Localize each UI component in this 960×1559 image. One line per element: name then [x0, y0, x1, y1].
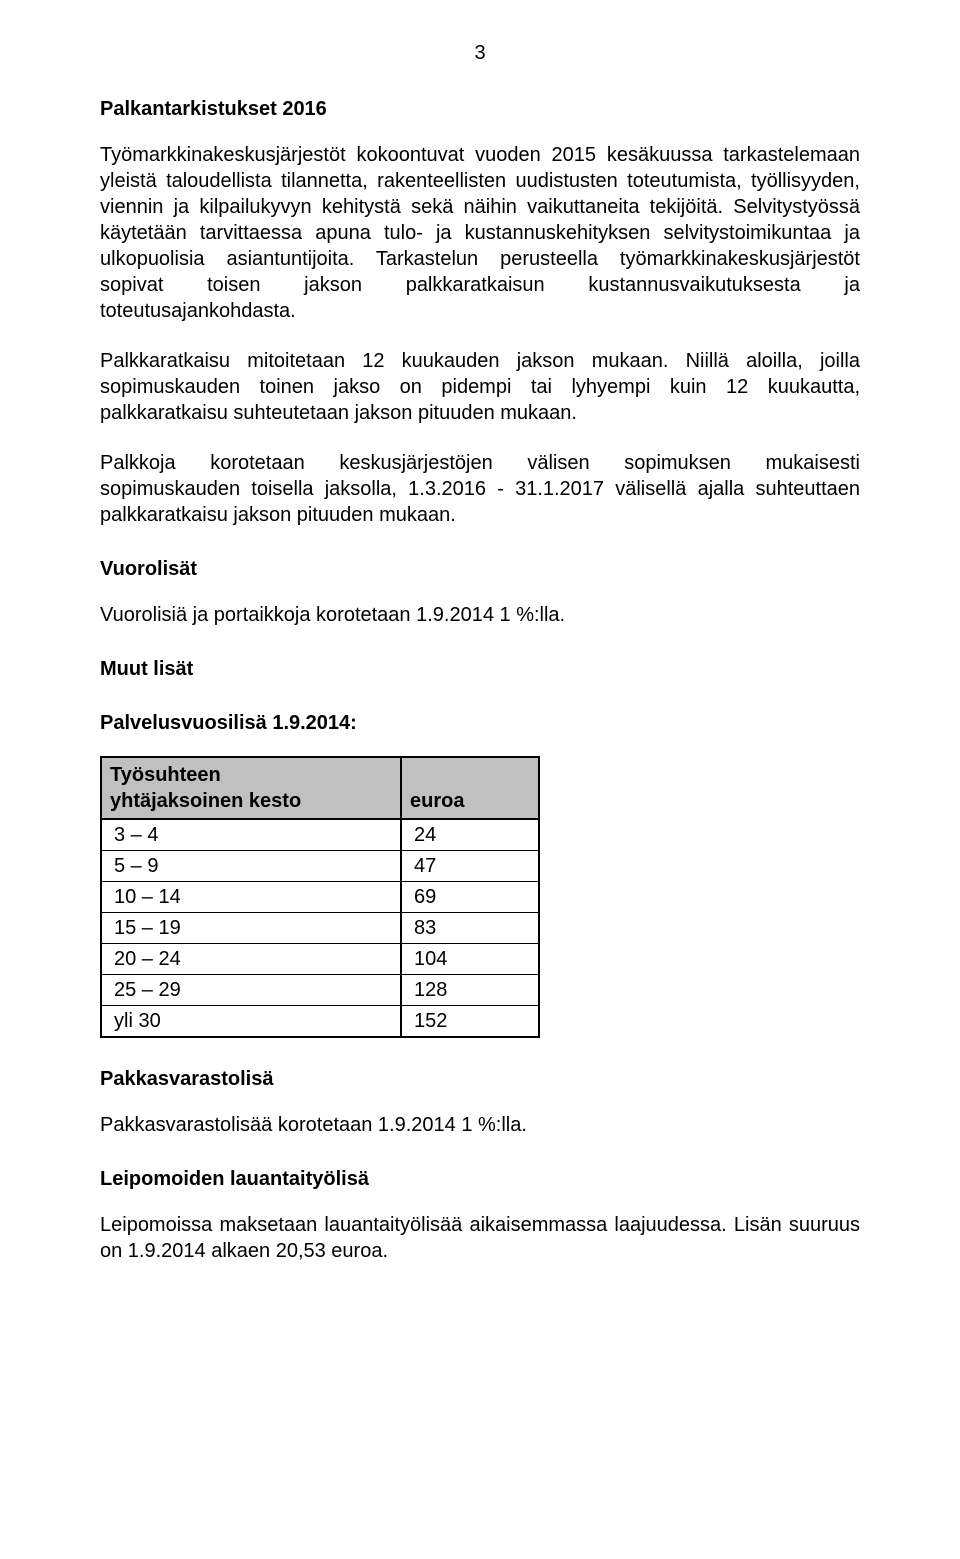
- table-row: 10 – 14 69: [101, 882, 539, 913]
- table-cell-value: 47: [401, 851, 539, 882]
- table-cell-value: 24: [401, 819, 539, 851]
- heading-muut-lisat: Muut lisät: [100, 656, 860, 682]
- table-row: 25 – 29 128: [101, 975, 539, 1006]
- table-cell-value: 128: [401, 975, 539, 1006]
- table-header-kesto: Työsuhteen yhtäjaksoinen kesto: [101, 757, 401, 819]
- heading-palkantarkistukset: Palkantarkistukset 2016: [100, 96, 860, 122]
- table-row: 3 – 4 24: [101, 819, 539, 851]
- table-cell-range: 25 – 29: [101, 975, 401, 1006]
- table-cell-range: 3 – 4: [101, 819, 401, 851]
- table-cell-range: yli 30: [101, 1006, 401, 1038]
- table-row: 5 – 9 47: [101, 851, 539, 882]
- table-cell-value: 83: [401, 913, 539, 944]
- table-header-euroa: euroa: [401, 757, 539, 819]
- page-number: 3: [100, 40, 860, 66]
- table-header-kesto-line1: Työsuhteen: [110, 764, 221, 786]
- heading-palvelusvuosilisa: Palvelusvuosilisä 1.9.2014:: [100, 710, 860, 736]
- table-cell-range: 15 – 19: [101, 913, 401, 944]
- page-container: 3 Palkantarkistukset 2016 Työmarkkinakes…: [0, 0, 960, 1348]
- salary-table: Työsuhteen yhtäjaksoinen kesto euroa 3 –…: [100, 756, 540, 1038]
- table-cell-value: 69: [401, 882, 539, 913]
- table-cell-value: 152: [401, 1006, 539, 1038]
- table-header-kesto-line2: yhtäjaksoinen kesto: [110, 790, 301, 812]
- paragraph-5: Pakkasvarastolisää korotetaan 1.9.2014 1…: [100, 1112, 860, 1138]
- paragraph-1: Työmarkkinakeskusjärjestöt kokoontuvat v…: [100, 142, 860, 324]
- heading-leipomoiden: Leipomoiden lauantaityölisä: [100, 1166, 860, 1192]
- table-cell-value: 104: [401, 944, 539, 975]
- table-cell-range: 5 – 9: [101, 851, 401, 882]
- paragraph-3: Palkkoja korotetaan keskusjärjestöjen vä…: [100, 450, 860, 528]
- paragraph-6: Leipomoissa maksetaan lauantaityölisää a…: [100, 1212, 860, 1264]
- table-row: 20 – 24 104: [101, 944, 539, 975]
- heading-pakkasvarastolisa: Pakkasvarastolisä: [100, 1066, 860, 1092]
- heading-vuorolisat: Vuorolisät: [100, 556, 860, 582]
- table-row: yli 30 152: [101, 1006, 539, 1038]
- table-row: 15 – 19 83: [101, 913, 539, 944]
- table-cell-range: 20 – 24: [101, 944, 401, 975]
- paragraph-4: Vuorolisiä ja portaikkoja korotetaan 1.9…: [100, 602, 860, 628]
- paragraph-2: Palkkaratkaisu mitoitetaan 12 kuukauden …: [100, 348, 860, 426]
- table-cell-range: 10 – 14: [101, 882, 401, 913]
